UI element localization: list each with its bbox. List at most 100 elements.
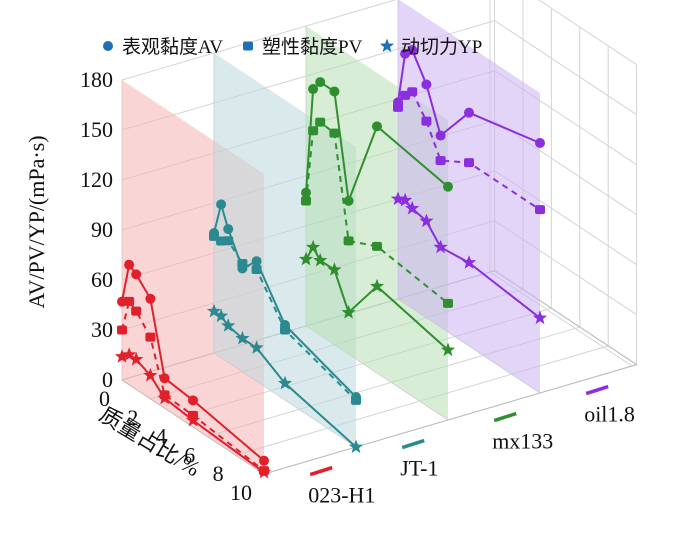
point-oil1.8-YP-5 [461,255,477,269]
point-mx133-AV-3 [329,86,340,97]
point-oil1.8-YP-4 [433,239,448,254]
point-JT-1-PV-5 [280,325,290,335]
point-oil1.8-YP-6 [532,310,548,325]
group-tick-JT-1 [401,438,425,450]
point-JT-1-YP-1 [214,308,229,323]
y-tick-label: 0 [102,367,113,392]
point-JT-1-YP-6 [348,439,364,454]
legend-label: 表观黏度AV [122,36,223,58]
y-tick-label: 150 [80,117,113,142]
x-tick-label: 10 [230,480,252,505]
point-mx133-AV-4 [343,195,354,206]
x-tick-label: 8 [213,461,224,486]
point-mx133-PV-0 [301,196,311,206]
point-oil1.8-AV-3 [421,79,432,90]
plane-oil1.8 [398,0,540,393]
point-mx133-AV-6 [443,181,453,192]
point-mx133-YP-4 [341,305,356,319]
legend: 表观黏度AV 塑性黏度PV 动切力YP [103,36,482,58]
legend-marker-star [379,38,395,53]
point-023-H1-AV-6 [259,455,269,466]
legend-label: 动切力YP [401,36,482,58]
point-oil1.8-YP-0 [390,191,406,206]
y-tick-label: 90 [91,217,113,242]
legend-label: 塑性黏度PV [262,36,363,58]
point-oil1.8-PV-3 [421,116,432,126]
point-023-H1-AV-5 [188,395,198,406]
point-mx133-AV-1 [308,84,319,95]
point-mx133-PV-1 [308,126,319,136]
point-oil1.8-PV-0 [393,102,403,112]
point-mx133-PV-3 [329,128,340,138]
legend-marker-square [243,41,253,51]
point-mx133-YP-0 [298,251,314,266]
point-mx133-PV-5 [372,241,382,251]
point-023-H1-YP-5 [185,412,201,427]
group-labels: 023-H1 JT-1 mx133 oil1.8 [308,384,635,508]
point-mx133-PV-2 [315,117,326,127]
point-JT-1-PV-6 [351,395,361,405]
point-oil1.8-PV-2 [407,87,418,97]
y-tick-label: 120 [80,167,113,192]
x-tick-label: 6 [184,442,195,467]
point-oil1.8-PV-4 [435,156,446,166]
point-JT-1-YP-0 [206,303,222,318]
point-023-H1-YP-6 [256,464,272,479]
point-oil1.8-PV-6 [535,205,545,215]
group-label-oil1.8: oil1.8 [584,402,635,427]
legend-marker-circle [103,41,113,51]
y-axis-label: AV/PV/YP/(mPa·s) [24,135,49,308]
point-023-H1-PV-1 [124,296,135,306]
point-JT-1-AV-4 [251,256,262,267]
point-mx133-AV-2 [315,77,326,88]
point-mx133-YP-5 [369,278,385,293]
point-oil1.8-AV-6 [535,138,545,148]
point-JT-1-YP-4 [249,340,264,354]
point-023-H1-PV-2 [131,306,142,316]
point-023-H1-AV-3 [145,293,156,304]
point-oil1.8-YP-3 [419,213,434,228]
x-tick-label: 0 [99,386,110,411]
point-JT-1-PV-2 [223,236,234,246]
point-JT-1-AV-2 [223,224,234,235]
point-JT-1-YP-2 [221,318,236,332]
group-label-023-H1: 023-H1 [308,483,375,508]
point-mx133-YP-3 [327,262,342,276]
group-label-JT-1: JT-1 [400,456,438,481]
point-mx133-PV-4 [343,236,354,246]
point-JT-1-PV-3 [237,258,248,268]
group-planes [122,0,540,474]
point-023-H1-YP-3 [143,368,158,382]
point-oil1.8-PV-5 [464,158,474,168]
y-tick-label: 30 [91,317,113,342]
point-JT-1-YP-3 [235,331,250,345]
y-tick-label: 60 [91,267,113,292]
point-023-H1-AV-2 [131,269,142,280]
x-tick-label: 4 [156,424,167,449]
point-mx133-YP-1 [306,239,321,254]
point-oil1.8-YP-1 [398,192,413,207]
point-mx133-AV-5 [372,121,382,132]
point-oil1.8-YP-2 [405,200,420,215]
point-023-H1-YP-4 [157,390,172,405]
point-oil1.8-AV-2 [407,45,418,56]
group-tick-oil1.8 [585,384,609,396]
x-tick-label: 2 [127,405,138,430]
point-023-H1-YP-0 [114,349,130,363]
point-mx133-YP-2 [313,252,328,267]
point-oil1.8-AV-4 [435,130,446,141]
y-tick-label: 180 [80,67,113,92]
point-oil1.8-AV-5 [464,107,474,118]
point-023-H1-PV-0 [117,325,127,335]
point-mx133-YP-6 [440,342,456,357]
point-JT-1-PV-4 [251,265,262,275]
group-label-mx133: mx133 [492,429,553,454]
point-023-H1-YP-2 [129,351,144,366]
point-mx133-PV-6 [443,298,453,308]
point-JT-1-YP-5 [277,375,293,390]
point-023-H1-AV-4 [159,373,170,384]
point-mx133-AV-0 [301,187,311,198]
group-tick-mx133 [493,411,517,423]
